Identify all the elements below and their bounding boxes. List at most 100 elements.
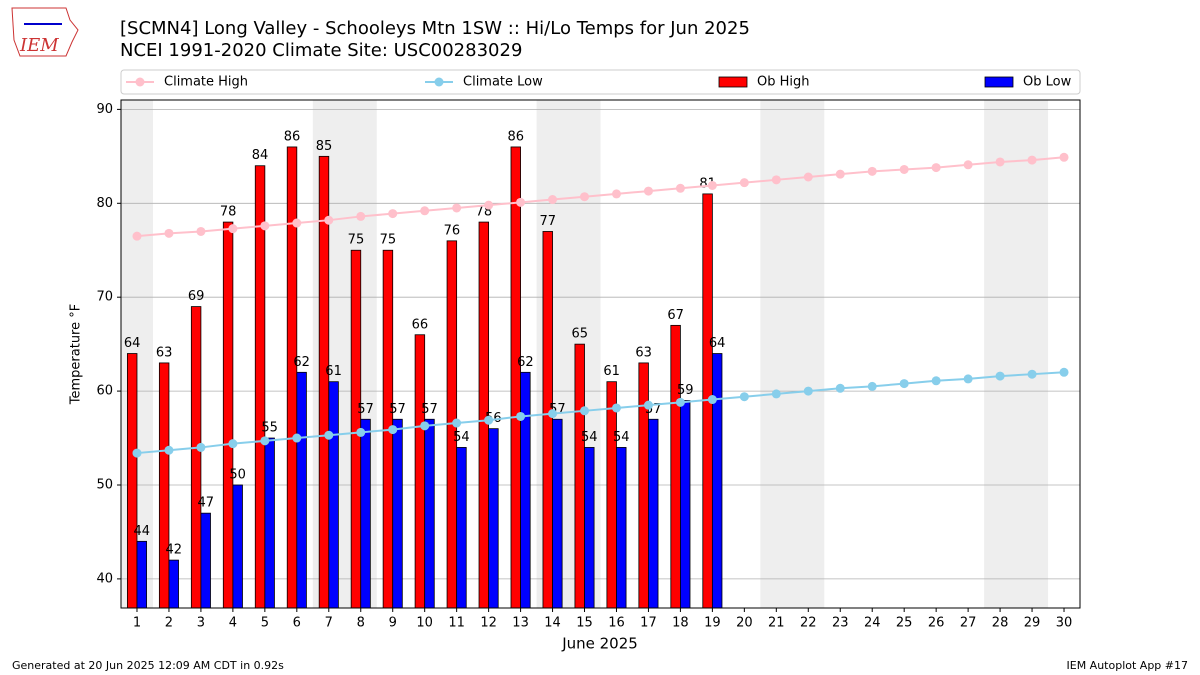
logo: IEM bbox=[11, 7, 79, 57]
line-point bbox=[324, 430, 334, 440]
line-point bbox=[132, 231, 142, 241]
x-tick-label: 5 bbox=[261, 616, 269, 631]
data-label: 55 bbox=[261, 421, 278, 436]
line-point bbox=[260, 436, 270, 446]
x-tick-label: 27 bbox=[960, 616, 977, 631]
bar bbox=[520, 371, 531, 609]
logo-outline bbox=[11, 7, 79, 57]
line-point bbox=[356, 427, 366, 437]
bar bbox=[168, 559, 179, 609]
legend-marker bbox=[434, 77, 444, 87]
data-label: 77 bbox=[539, 214, 556, 229]
data-label: 47 bbox=[197, 496, 214, 511]
x-tick-label: 17 bbox=[640, 616, 657, 631]
line-point bbox=[995, 157, 1005, 167]
line-point bbox=[771, 389, 781, 399]
bar bbox=[328, 381, 339, 609]
bar bbox=[126, 353, 138, 609]
data-label: 54 bbox=[453, 430, 470, 445]
legend-swatch bbox=[718, 76, 748, 88]
line-point bbox=[643, 400, 653, 410]
bar bbox=[136, 540, 147, 609]
line-point bbox=[292, 218, 302, 228]
line-point bbox=[611, 189, 621, 199]
data-label: 69 bbox=[188, 289, 205, 304]
logo-text: IEM bbox=[19, 35, 59, 56]
x-tick-label: 2 bbox=[165, 616, 173, 631]
bar bbox=[584, 447, 595, 609]
line-point bbox=[548, 409, 558, 419]
legend-label: Ob Low bbox=[1023, 75, 1072, 90]
line-point bbox=[739, 178, 749, 188]
line-point bbox=[420, 206, 430, 216]
bar bbox=[254, 165, 266, 609]
line-point bbox=[1027, 155, 1037, 165]
data-label: 61 bbox=[603, 364, 620, 379]
legend-box bbox=[120, 69, 1081, 95]
line-point bbox=[516, 197, 526, 207]
data-label: 62 bbox=[517, 355, 534, 370]
y-tick-label: 40 bbox=[96, 571, 113, 586]
bar bbox=[616, 447, 627, 609]
line-point bbox=[388, 209, 398, 219]
legend-label: Climate Low bbox=[463, 75, 543, 90]
bar bbox=[574, 343, 585, 609]
x-tick-label: 19 bbox=[704, 616, 721, 631]
bar bbox=[296, 371, 307, 609]
chart-subtitle: NCEI 1991-2020 Climate Site: USC00283029 bbox=[120, 40, 522, 61]
bar bbox=[670, 324, 681, 609]
bar bbox=[456, 447, 467, 609]
x-tick-label: 16 bbox=[608, 616, 625, 631]
data-label: 59 bbox=[677, 383, 694, 398]
data-label: 57 bbox=[357, 402, 374, 417]
data-label: 42 bbox=[165, 543, 182, 558]
data-label: 67 bbox=[667, 308, 684, 323]
line bbox=[136, 156, 1065, 238]
data-label: 44 bbox=[134, 524, 151, 539]
bar bbox=[232, 484, 243, 609]
x-tick-label: 1 bbox=[133, 616, 141, 631]
line-point bbox=[452, 203, 462, 213]
x-tick-label: 23 bbox=[832, 616, 849, 631]
x-tick-label: 13 bbox=[512, 616, 529, 631]
bar bbox=[264, 437, 275, 609]
legend-swatch bbox=[984, 76, 1014, 88]
line-point bbox=[867, 381, 877, 391]
line-point bbox=[643, 186, 653, 196]
x-tick-label: 20 bbox=[736, 616, 753, 631]
x-tick-label: 11 bbox=[448, 616, 465, 631]
line-point bbox=[899, 164, 909, 174]
x-tick-label: 8 bbox=[357, 616, 365, 631]
x-tick-label: 28 bbox=[992, 616, 1009, 631]
bar bbox=[711, 353, 723, 609]
data-label: 85 bbox=[316, 139, 333, 154]
shaded-span bbox=[984, 100, 1049, 608]
bar bbox=[638, 362, 649, 609]
line-point bbox=[867, 166, 877, 176]
x-tick-label: 26 bbox=[928, 616, 945, 631]
line bbox=[136, 371, 1065, 455]
x-tick-label: 18 bbox=[672, 616, 689, 631]
data-label: 50 bbox=[229, 467, 246, 482]
line-point bbox=[931, 163, 941, 173]
line-point bbox=[164, 445, 174, 455]
bar bbox=[510, 146, 521, 609]
x-tick-label: 9 bbox=[389, 616, 397, 631]
x-tick-label: 6 bbox=[293, 616, 301, 631]
bar bbox=[286, 146, 298, 609]
x-tick-label: 22 bbox=[800, 616, 817, 631]
line-point bbox=[1059, 152, 1069, 162]
line-point bbox=[516, 411, 526, 421]
line-point bbox=[196, 442, 206, 452]
line-point bbox=[260, 221, 270, 231]
bar bbox=[360, 418, 371, 609]
data-label: 63 bbox=[635, 345, 652, 360]
line-point bbox=[707, 180, 717, 190]
legend-marker bbox=[135, 77, 145, 87]
x-tick-label: 15 bbox=[576, 616, 593, 631]
x-axis-label: June 2025 bbox=[561, 635, 638, 653]
data-label: 62 bbox=[293, 355, 310, 370]
line-point bbox=[707, 395, 717, 405]
line-point bbox=[228, 439, 238, 449]
